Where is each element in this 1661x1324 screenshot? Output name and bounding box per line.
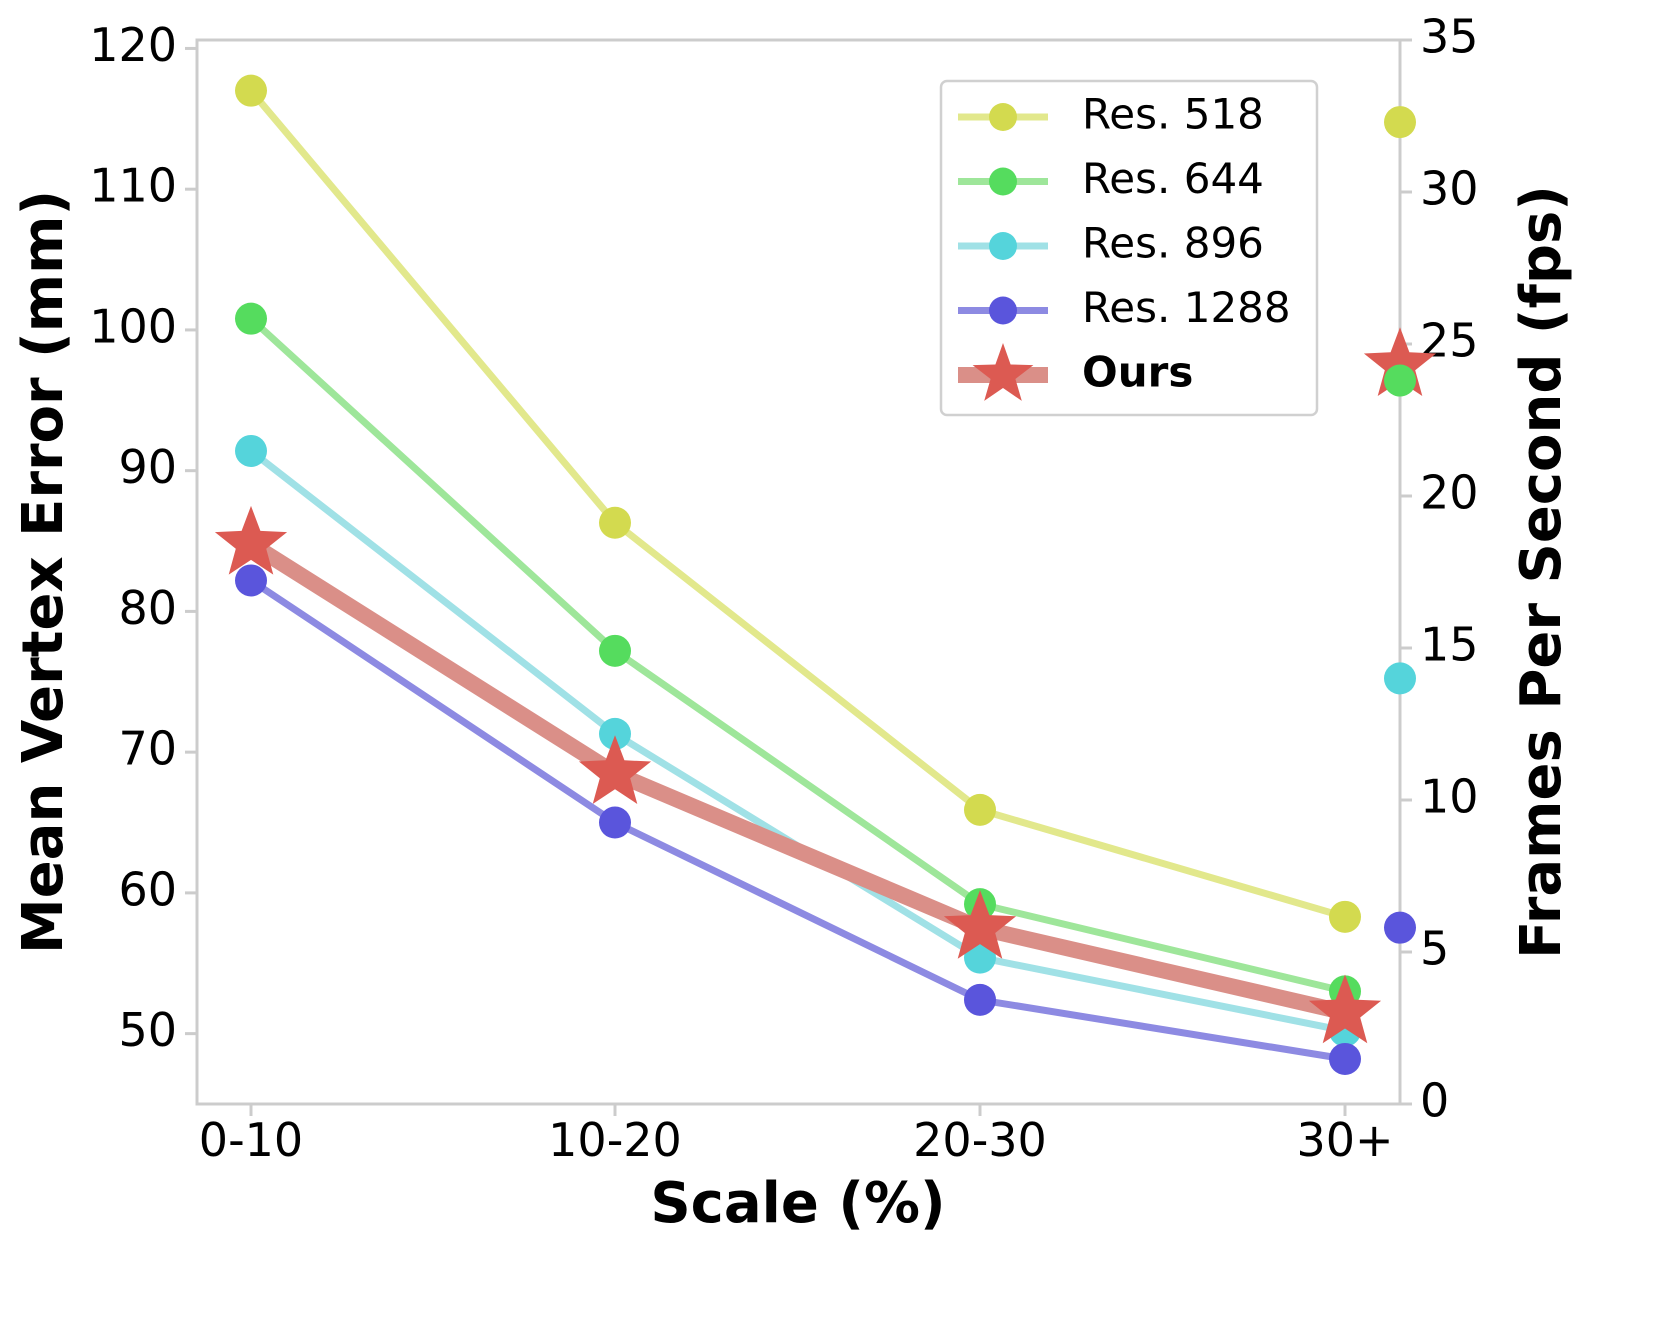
legend-label: Res. 1288 <box>1082 283 1291 332</box>
y2-tick-label: 20 <box>1420 466 1479 520</box>
y-tick-label: 100 <box>89 299 177 353</box>
y-tick-label: 110 <box>89 159 177 213</box>
legend-label: Res. 896 <box>1082 219 1264 268</box>
series-marker-res-518 <box>964 793 996 826</box>
series-marker-res-518 <box>599 506 631 539</box>
y-tick-label: 90 <box>118 440 177 494</box>
series-marker-res-1288 <box>1329 1042 1361 1075</box>
legend-marker <box>989 296 1017 325</box>
legend-marker <box>989 103 1017 131</box>
series-marker-res-1288 <box>964 983 996 1016</box>
legend-marker <box>989 232 1017 260</box>
fps-marker-res-896 <box>1384 662 1416 695</box>
y-tick-label: 120 <box>89 18 177 72</box>
series-marker-res-896 <box>235 434 267 467</box>
series-marker-res-896 <box>964 941 996 974</box>
y-tick-label: 80 <box>118 581 177 635</box>
series-marker-res-518 <box>1329 900 1361 933</box>
y2-tick-label: 5 <box>1420 922 1449 976</box>
series-marker-res-1288 <box>599 806 631 839</box>
series-marker-res-644 <box>235 302 267 335</box>
series-line-res-644 <box>247 315 1349 995</box>
fps-marker-res-518 <box>1384 106 1416 139</box>
series-marker-res-1288 <box>235 564 267 597</box>
fps-marker-res-644 <box>1384 364 1416 397</box>
y2-tick-label: 25 <box>1420 314 1479 368</box>
y-tick-label: 60 <box>118 862 177 916</box>
plot-frame <box>195 38 1402 1106</box>
legend-box <box>939 79 1319 417</box>
legend-label: Res. 644 <box>1082 154 1264 203</box>
x-tick-label: 30+ <box>1296 1113 1393 1167</box>
y2-tick-label: 10 <box>1420 770 1479 824</box>
legend-marker-star <box>972 343 1034 401</box>
y2-tick-label: 0 <box>1420 1074 1449 1128</box>
series-marker-ours <box>214 505 288 575</box>
series-marker-res-644 <box>599 634 631 667</box>
series <box>214 74 1437 1075</box>
fps-marker-res-1288 <box>1384 911 1416 944</box>
x-tick-label: 10-20 <box>548 1113 682 1167</box>
legend-marker <box>989 167 1017 196</box>
legend: Res. 518 Res. 644 Res. 896 Res. 1288 Ours <box>939 79 1319 417</box>
y2-tick-label: 30 <box>1420 162 1479 216</box>
y-axis-title: Mean Vertex Error (mm) <box>11 190 76 954</box>
y2-tick-label: 15 <box>1420 618 1479 672</box>
series-marker-ours <box>943 890 1017 959</box>
series-marker-ours <box>1308 974 1382 1044</box>
series-marker-res-518 <box>235 74 267 107</box>
y2-axis-title: Frames Per Second (fps) <box>1509 185 1574 959</box>
x-axis-title: Scale (%) <box>650 1171 945 1236</box>
axes: 50 60 70 80 90 100 110 120 0 5 10 15 20 25 30 35 0-10 10-… <box>11 10 1574 1237</box>
series-marker-ours <box>578 735 652 804</box>
x-tick-label: 20-30 <box>913 1113 1047 1167</box>
y-tick-label: 70 <box>118 722 177 776</box>
series-line-ours <box>243 535 1353 1021</box>
series-line-res-1288 <box>247 576 1349 1063</box>
y-tick-label: 50 <box>118 1003 177 1057</box>
x-tick-label: 0-10 <box>199 1113 303 1167</box>
series-line-res-518 <box>247 87 1349 921</box>
legend-label: Res. 518 <box>1082 90 1264 139</box>
legend-label: Ours <box>1082 348 1193 397</box>
y2-tick-label: 35 <box>1420 10 1479 64</box>
series-marker-res-896 <box>599 717 631 750</box>
fps-marker-ours <box>1363 327 1437 396</box>
